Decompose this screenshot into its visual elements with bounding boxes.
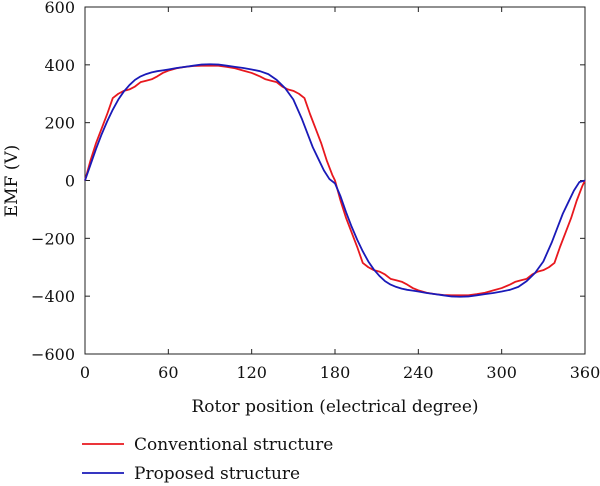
y-tick-label: −600 <box>31 345 75 364</box>
y-tick-label: 0 <box>65 172 75 191</box>
x-tick-label: 60 <box>158 363 178 382</box>
series-line-conventional <box>84 64 586 297</box>
legend-label-proposed: Proposed structure <box>134 464 300 484</box>
series-line-proposed <box>84 63 586 298</box>
y-tick-label: 400 <box>44 56 75 75</box>
legend: Conventional structure Proposed structur… <box>82 435 333 484</box>
y-tick-label: 600 <box>44 0 75 17</box>
y-tick-label: −400 <box>31 287 75 306</box>
series-lines <box>84 63 586 298</box>
x-tick-label: 120 <box>236 363 267 382</box>
y-axis-title: EMF (V) <box>2 145 22 218</box>
axis-tick-labels: 0 60 120 180 240 300 360 600 400 200 0 −200 −400 −600 <box>31 0 600 382</box>
x-tick-label: 180 <box>320 363 351 382</box>
x-axis-title: Rotor position (electrical degree) <box>191 397 478 417</box>
x-tick-label: 300 <box>486 363 517 382</box>
y-tick-label: −200 <box>31 229 75 248</box>
x-tick-label: 240 <box>403 363 434 382</box>
x-tick-label: 0 <box>80 363 90 382</box>
y-tick-label: 200 <box>44 114 75 133</box>
x-tick-label: 360 <box>570 363 600 382</box>
legend-label-conventional: Conventional structure <box>134 435 333 455</box>
